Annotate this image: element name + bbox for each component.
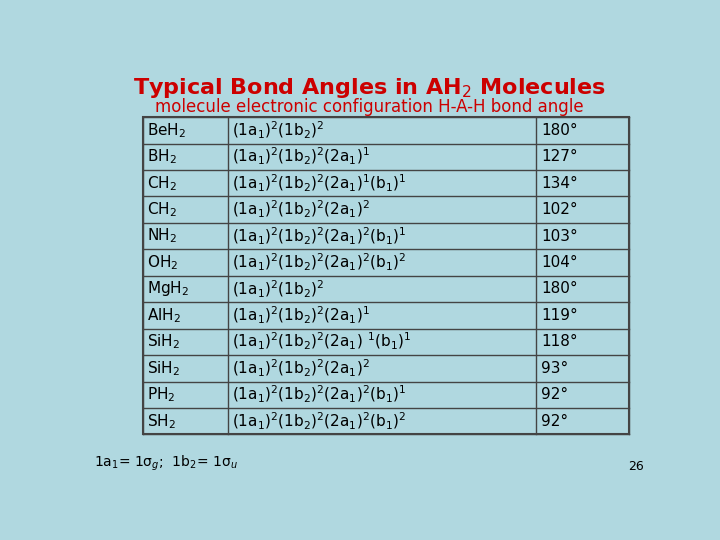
Text: 127°: 127° — [541, 150, 577, 164]
Text: 92°: 92° — [541, 414, 568, 429]
FancyBboxPatch shape — [143, 117, 629, 434]
Text: (1a$_1$)$^2$(1b$_2$)$^2$(2a$_1$)$^1$: (1a$_1$)$^2$(1b$_2$)$^2$(2a$_1$)$^1$ — [233, 146, 370, 167]
Text: SH$_2$: SH$_2$ — [148, 412, 176, 430]
Text: 103°: 103° — [541, 228, 577, 244]
Text: (1a$_1$)$^2$(1b$_2$)$^2$(2a$_1$)$^1$: (1a$_1$)$^2$(1b$_2$)$^2$(2a$_1$)$^1$ — [233, 305, 370, 326]
Text: 92°: 92° — [541, 387, 568, 402]
Text: AlH$_2$: AlH$_2$ — [148, 306, 181, 325]
Text: 1a$_1$= 1σ$_g$;  1b$_2$= 1σ$_u$: 1a$_1$= 1σ$_g$; 1b$_2$= 1σ$_u$ — [94, 454, 238, 473]
Text: (1a$_1$)$^2$(1b$_2$)$^2$: (1a$_1$)$^2$(1b$_2$)$^2$ — [233, 279, 325, 300]
Text: (1a$_1$)$^2$(1b$_2$)$^2$(2a$_1$)$^2$(b$_1$)$^2$: (1a$_1$)$^2$(1b$_2$)$^2$(2a$_1$)$^2$(b$_… — [233, 410, 407, 432]
Text: molecule electronic configuration H-A-H bond angle: molecule electronic configuration H-A-H … — [155, 98, 583, 116]
Text: (1a$_1$)$^2$(1b$_2$)$^2$(2a$_1$)$^2$(b$_1$)$^1$: (1a$_1$)$^2$(1b$_2$)$^2$(2a$_1$)$^2$(b$_… — [233, 384, 407, 406]
Text: (1a$_1$)$^2$(1b$_2$)$^2$(2a$_1$)$^2$(b$_1$)$^2$: (1a$_1$)$^2$(1b$_2$)$^2$(2a$_1$)$^2$(b$_… — [233, 252, 407, 273]
Text: (1a$_1$)$^2$(1b$_2$)$^2$(2a$_1$) $^1$(b$_1$)$^1$: (1a$_1$)$^2$(1b$_2$)$^2$(2a$_1$) $^1$(b$… — [233, 332, 412, 353]
Text: MgH$_2$: MgH$_2$ — [148, 280, 189, 299]
Text: 180°: 180° — [541, 123, 577, 138]
Text: 102°: 102° — [541, 202, 577, 217]
Text: (1a$_1$)$^2$(1b$_2$)$^2$: (1a$_1$)$^2$(1b$_2$)$^2$ — [233, 120, 325, 141]
Text: SiH$_2$: SiH$_2$ — [148, 359, 181, 377]
Text: Typical Bond Angles in AH$_2$ Molecules: Typical Bond Angles in AH$_2$ Molecules — [132, 76, 606, 100]
Text: OH$_2$: OH$_2$ — [148, 253, 179, 272]
Text: 93°: 93° — [541, 361, 568, 376]
Text: BeH$_2$: BeH$_2$ — [148, 121, 186, 140]
Text: SiH$_2$: SiH$_2$ — [148, 333, 181, 351]
Text: (1a$_1$)$^2$(1b$_2$)$^2$(2a$_1$)$^2$: (1a$_1$)$^2$(1b$_2$)$^2$(2a$_1$)$^2$ — [233, 199, 370, 220]
Text: CH$_2$: CH$_2$ — [148, 200, 177, 219]
Text: NH$_2$: NH$_2$ — [148, 227, 178, 246]
Text: (1a$_1$)$^2$(1b$_2$)$^2$(2a$_1$)$^2$(b$_1$)$^1$: (1a$_1$)$^2$(1b$_2$)$^2$(2a$_1$)$^2$(b$_… — [233, 226, 407, 247]
Text: CH$_2$: CH$_2$ — [148, 174, 177, 193]
Text: (1a$_1$)$^2$(1b$_2$)$^2$(2a$_1$)$^1$(b$_1$)$^1$: (1a$_1$)$^2$(1b$_2$)$^2$(2a$_1$)$^1$(b$_… — [233, 173, 407, 194]
Text: (1a$_1$)$^2$(1b$_2$)$^2$(2a$_1$)$^2$: (1a$_1$)$^2$(1b$_2$)$^2$(2a$_1$)$^2$ — [233, 358, 370, 379]
Text: 180°: 180° — [541, 281, 577, 296]
Text: PH$_2$: PH$_2$ — [148, 386, 176, 404]
Text: 134°: 134° — [541, 176, 577, 191]
Text: 26: 26 — [629, 460, 644, 473]
Text: 118°: 118° — [541, 334, 577, 349]
Text: BH$_2$: BH$_2$ — [148, 147, 177, 166]
Text: 104°: 104° — [541, 255, 577, 270]
Text: 119°: 119° — [541, 308, 577, 323]
